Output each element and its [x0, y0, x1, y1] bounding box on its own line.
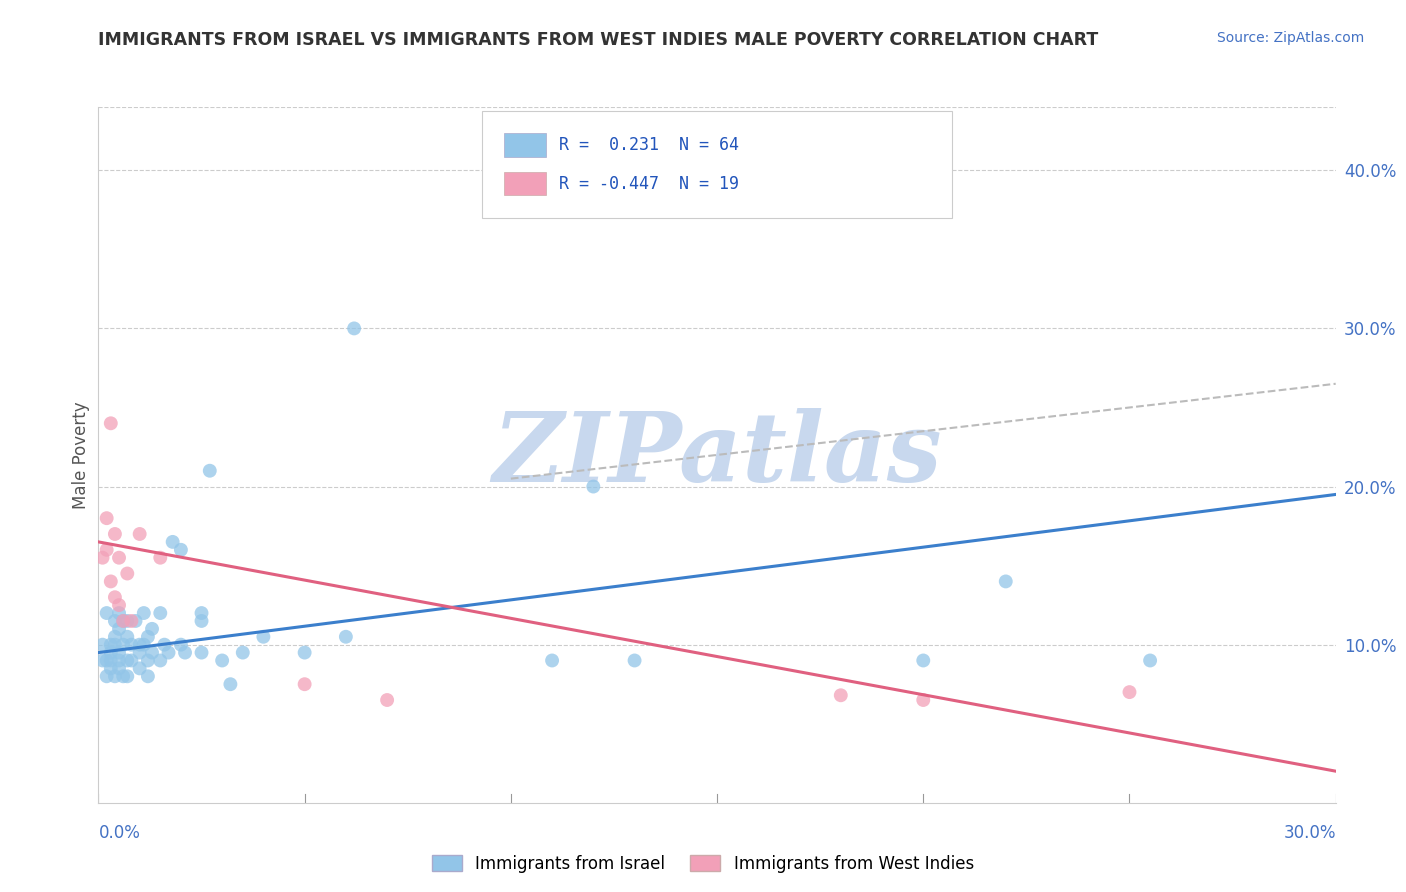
FancyBboxPatch shape: [505, 134, 547, 157]
Point: [232, 646, 254, 660]
Point: [294, 646, 316, 660]
Point: [104, 527, 127, 541]
Point: [375, 693, 398, 707]
Point: [91, 550, 114, 565]
Point: [104, 638, 127, 652]
Point: [91, 653, 114, 667]
Point: [100, 638, 122, 652]
Point: [117, 566, 139, 581]
Point: [104, 669, 127, 683]
Point: [190, 614, 212, 628]
Point: [120, 653, 142, 667]
Point: [96, 511, 118, 525]
Point: [104, 630, 127, 644]
Point: [96, 542, 118, 557]
Point: [211, 653, 233, 667]
Point: [136, 669, 159, 683]
Point: [149, 606, 172, 620]
FancyBboxPatch shape: [505, 172, 547, 195]
Point: [124, 614, 146, 628]
Point: [219, 677, 242, 691]
Point: [96, 606, 118, 620]
Point: [117, 630, 139, 644]
Point: [132, 606, 155, 620]
Point: [149, 550, 172, 565]
Point: [96, 653, 118, 667]
Point: [174, 646, 197, 660]
Text: R = -0.447  N = 19: R = -0.447 N = 19: [558, 175, 738, 193]
Point: [128, 661, 150, 675]
Point: [190, 646, 212, 660]
Point: [830, 688, 852, 702]
Point: [343, 321, 366, 335]
Point: [108, 646, 131, 660]
Point: [994, 574, 1017, 589]
Point: [112, 669, 135, 683]
Point: [541, 653, 564, 667]
Point: [117, 614, 139, 628]
Text: ZIPatlas: ZIPatlas: [492, 408, 942, 502]
Point: [132, 638, 155, 652]
Point: [104, 614, 127, 628]
Point: [117, 669, 139, 683]
Point: [141, 622, 163, 636]
Y-axis label: Male Poverty: Male Poverty: [72, 401, 90, 508]
Point: [170, 542, 193, 557]
Point: [96, 669, 118, 683]
Point: [108, 653, 131, 667]
Point: [108, 661, 131, 675]
Point: [120, 638, 142, 652]
Legend: Immigrants from Israel, Immigrants from West Indies: Immigrants from Israel, Immigrants from …: [426, 848, 980, 880]
Point: [100, 653, 122, 667]
Point: [100, 646, 122, 660]
Point: [112, 638, 135, 652]
Point: [136, 653, 159, 667]
Point: [112, 614, 135, 628]
Point: [912, 653, 935, 667]
Point: [128, 527, 150, 541]
Point: [128, 638, 150, 652]
Point: [912, 693, 935, 707]
Point: [136, 630, 159, 644]
Point: [91, 638, 114, 652]
Point: [335, 630, 357, 644]
Point: [141, 646, 163, 660]
Point: [128, 646, 150, 660]
Text: 30.0%: 30.0%: [1284, 823, 1336, 842]
Point: [108, 598, 131, 612]
Point: [100, 574, 122, 589]
Point: [108, 550, 131, 565]
Point: [100, 661, 122, 675]
Point: [1118, 685, 1140, 699]
Point: [190, 606, 212, 620]
Text: IMMIGRANTS FROM ISRAEL VS IMMIGRANTS FROM WEST INDIES MALE POVERTY CORRELATION C: IMMIGRANTS FROM ISRAEL VS IMMIGRANTS FRO…: [98, 31, 1098, 49]
Text: 0.0%: 0.0%: [98, 823, 141, 842]
Point: [294, 677, 316, 691]
Point: [623, 653, 645, 667]
Point: [582, 479, 605, 493]
FancyBboxPatch shape: [482, 111, 952, 219]
Point: [112, 614, 135, 628]
Point: [108, 622, 131, 636]
Point: [104, 591, 127, 605]
Point: [252, 630, 274, 644]
Point: [851, 194, 873, 209]
Point: [198, 464, 221, 478]
Text: Source: ZipAtlas.com: Source: ZipAtlas.com: [1216, 31, 1364, 45]
Point: [162, 534, 184, 549]
Point: [149, 653, 172, 667]
Point: [1139, 653, 1161, 667]
Point: [153, 638, 176, 652]
Point: [170, 638, 193, 652]
Point: [157, 646, 180, 660]
Point: [117, 653, 139, 667]
Point: [108, 606, 131, 620]
Point: [100, 417, 122, 431]
Text: R =  0.231  N = 64: R = 0.231 N = 64: [558, 136, 738, 154]
Point: [120, 614, 142, 628]
